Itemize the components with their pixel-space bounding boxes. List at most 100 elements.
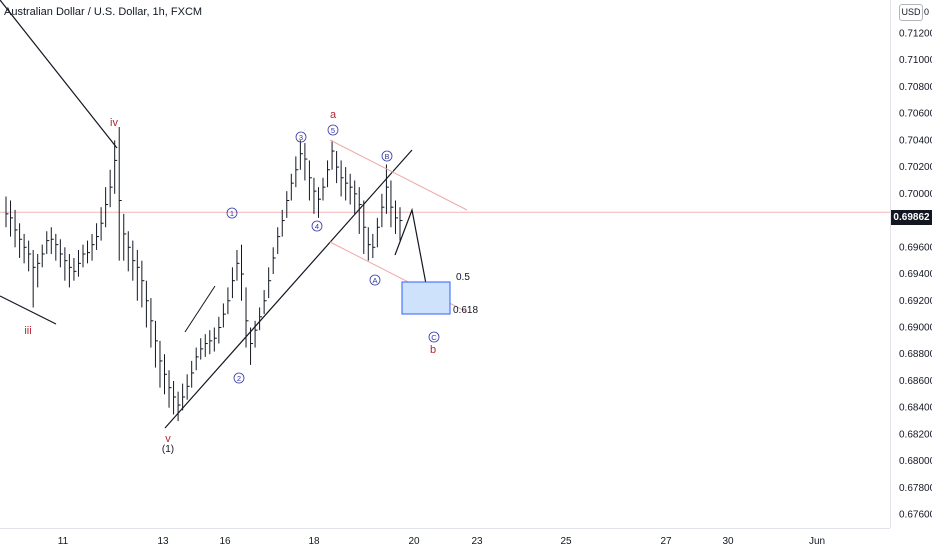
ohlc-bar: [91, 233, 95, 261]
wave-circle: [381, 150, 393, 162]
ohlc-bar: [73, 257, 77, 281]
ohlc-bar: [240, 244, 244, 301]
ohlc-bar: [195, 347, 199, 371]
time-axis-ticks: 11 13 16 18 20 23 25 27 30 Jun: [58, 536, 825, 547]
ohlc-bar: [186, 374, 190, 400]
chart-title: Australian Dollar / U.S. Dollar, 1h, FXC…: [4, 6, 203, 18]
price-tick-label: 0.70400: [899, 135, 932, 146]
ohlc-bar: [68, 253, 72, 288]
last-price-tag: 0.69862: [891, 210, 932, 225]
wave-label-red: iv: [110, 117, 118, 129]
price-tick-label: 0.68400: [899, 403, 932, 414]
ohlc-bar: [109, 169, 113, 208]
ohlc-bar: [132, 240, 136, 281]
ohlc-bar: [50, 227, 54, 254]
ohlc-bar: [231, 267, 235, 299]
time-tick-label: 25: [560, 536, 572, 547]
price-tick-label: 0.71000: [899, 55, 932, 66]
price-tick-label: 0.71200: [899, 28, 932, 39]
ohlc-bar: [281, 209, 285, 237]
ohlc-bar: [37, 253, 41, 288]
wave-circle: [311, 220, 323, 232]
wave-circle: [226, 207, 238, 219]
ohlc-bar: [114, 140, 118, 194]
ohlc-bar: [349, 173, 353, 205]
wave-label-circled: A: [369, 274, 381, 286]
price-tick-label: 0.68800: [899, 349, 932, 360]
wave-label-red: b: [430, 344, 436, 356]
ohlc-bar: [376, 217, 380, 248]
ohlc-bar: [145, 280, 149, 328]
wave-label-circled: 2: [233, 372, 245, 384]
projection-path: [394, 207, 431, 306]
price-tick-label: 0.68000: [899, 456, 932, 467]
ohlc-bar: [118, 126, 122, 261]
ohlc-bar: [390, 180, 394, 228]
wave-one-line: [184, 285, 216, 333]
ohlc-bar: [394, 200, 398, 234]
currency-button[interactable]: USD: [899, 4, 923, 21]
ohlc-bar: [200, 338, 204, 360]
wave-label-circled: 5: [327, 124, 339, 136]
wave-circle-text: 5: [331, 126, 335, 135]
price-tick-label: 0.67800: [899, 483, 932, 494]
ohlc-bar: [322, 177, 326, 201]
ohlc-bar: [218, 316, 222, 344]
ohlc-bar: [141, 260, 145, 308]
ohlc-bar: [263, 290, 267, 315]
ohlc-bar: [5, 196, 9, 228]
price-axis-ticks: 0.71200 0.71000 0.70800 0.70600 0.70400 0.702…: [899, 28, 932, 520]
time-tick-label: 23: [471, 536, 483, 547]
ohlc-bar: [385, 164, 389, 214]
wave-circle: [327, 124, 339, 136]
ohlc-bar: [41, 244, 45, 268]
ohlc-bar: [254, 320, 258, 348]
time-tick-label: 16: [219, 536, 231, 547]
ohlc-bar: [32, 249, 36, 308]
ohlc-bar: [367, 227, 371, 261]
wave-circle-text: 3: [299, 133, 303, 142]
ohlc-bar: [159, 340, 163, 388]
ohlc-bar: [28, 240, 32, 272]
ohlc-bar: [46, 231, 50, 254]
price-tick-label: 0.68200: [899, 429, 932, 440]
wave-circle-text: 4: [315, 222, 319, 231]
wave-circle: [295, 131, 307, 143]
wave-circle-text: C: [431, 333, 437, 342]
wave-circle: [369, 274, 381, 286]
ohlc-bar: [372, 233, 376, 258]
time-tick-label: Jun: [809, 536, 825, 547]
ohlc-bar: [87, 240, 91, 264]
price-tick-label: 0.70800: [899, 82, 932, 93]
ohlc-bar: [150, 298, 154, 348]
ohlc-bar: [245, 287, 249, 348]
ohlc-bar: [177, 391, 181, 422]
ohlc-bar: [304, 143, 308, 181]
ohlc-bar: [191, 360, 195, 388]
ohlc-bar: [295, 156, 299, 188]
price-tick-label: 0.70600: [899, 109, 932, 120]
ohlc-bar: [23, 233, 27, 264]
ohlc-bar: [299, 140, 303, 170]
wave-label-circled: 4: [311, 220, 323, 232]
ohlc-bar: [236, 249, 240, 281]
ohlc-bar: [222, 303, 226, 328]
ohlc-bar: [77, 249, 81, 277]
ohlc-bar: [290, 173, 294, 201]
ohlc-bar: [363, 200, 367, 254]
ohlc-bar: [123, 213, 127, 261]
ohlc-bar: [399, 207, 403, 241]
uptrend-line: [164, 149, 413, 429]
time-axis[interactable]: 11 13 16 18 20 23 25 27 30 Jun: [0, 528, 890, 551]
time-tick-label: 20: [408, 536, 420, 547]
wave-label-circled: B: [381, 150, 393, 162]
ohlc-bar: [182, 383, 186, 411]
price-chart[interactable]: 0.5 0.618 iii iv a b v(1) 1 2 3 4 5 A B C: [0, 0, 890, 528]
ohlc-bar: [10, 200, 14, 237]
ohlc-bar: [381, 193, 385, 228]
price-axis[interactable]: 0.71200 0.71000 0.70800 0.70600 0.70400 0.702…: [890, 0, 932, 528]
ohlc-bar: [227, 287, 231, 315]
ohlc-bar: [136, 249, 140, 301]
ohlc-bar: [272, 247, 276, 275]
